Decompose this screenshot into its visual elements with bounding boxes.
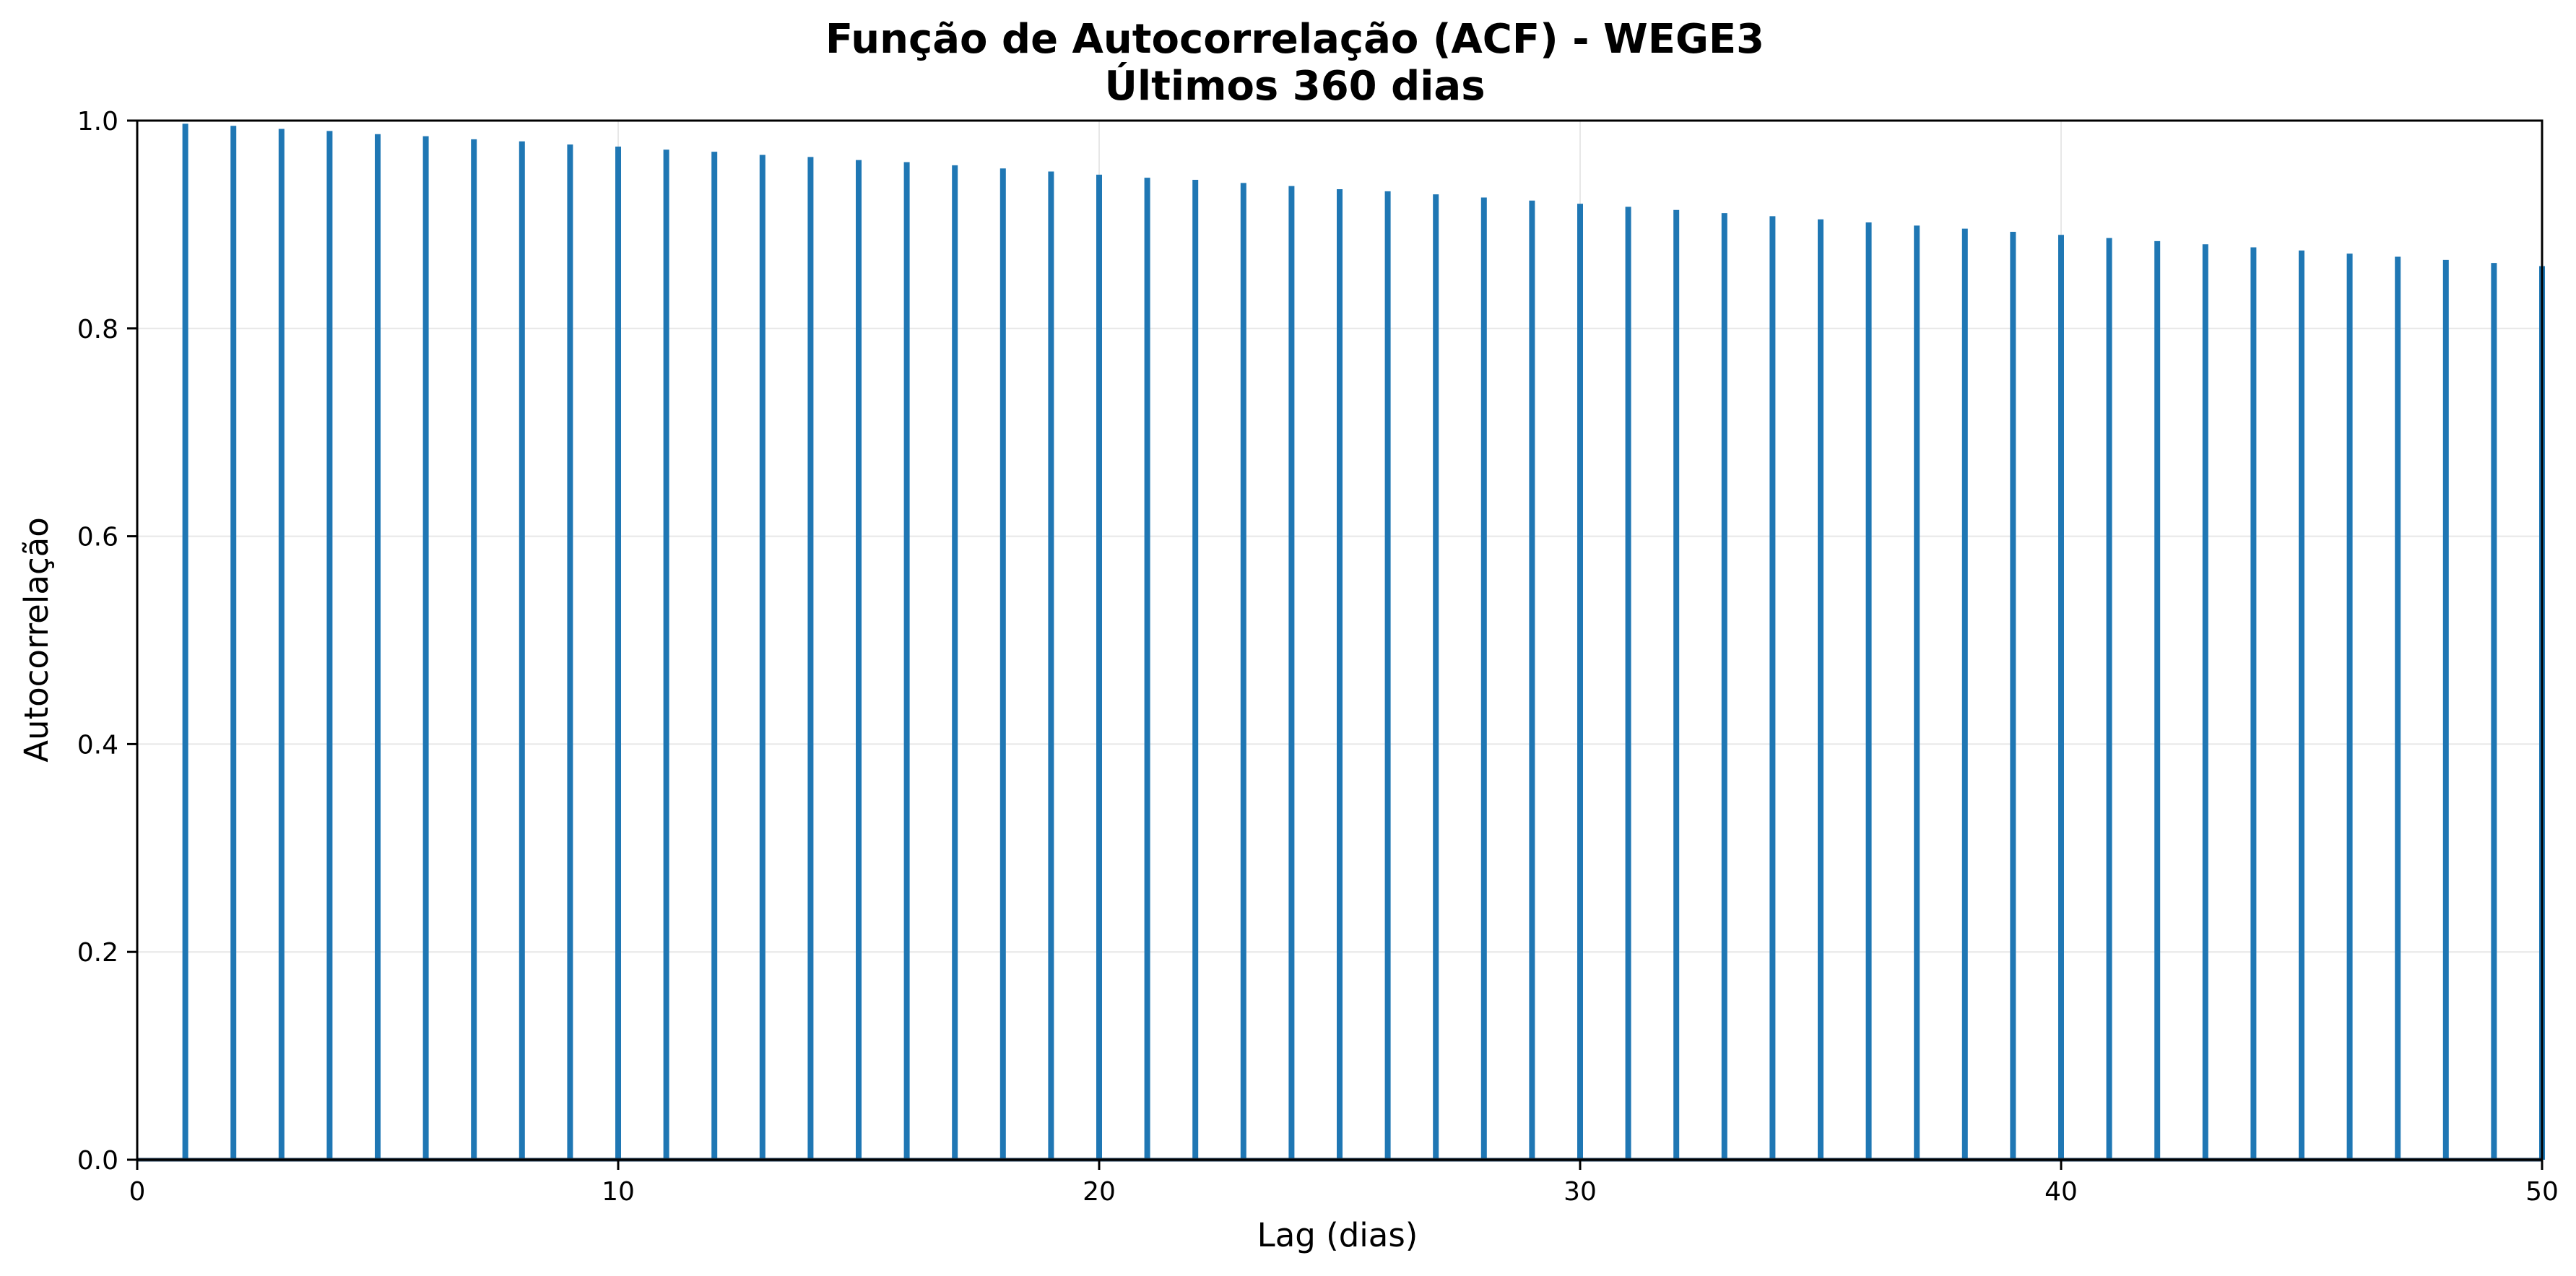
y-tick-label: 0.8 — [77, 315, 118, 344]
y-tick-label: 0.2 — [77, 938, 118, 968]
chart-title: Função de Autocorrelação (ACF) - WEGE3 — [825, 16, 1764, 63]
y-tick-label: 0.0 — [77, 1146, 118, 1176]
x-tick-label: 20 — [1083, 1177, 1116, 1207]
acf-bars — [182, 123, 2545, 1160]
y-tick-label: 0.4 — [77, 730, 118, 760]
x-tick-label: 0 — [129, 1177, 146, 1207]
y-tick-label: 1.0 — [77, 107, 118, 136]
y-tick-label: 0.6 — [77, 523, 118, 552]
y-axis-label: Autocorrelação — [17, 517, 56, 763]
chart-subtitle: Últimos 360 dias — [1104, 63, 1485, 110]
x-tick-label: 30 — [1564, 1177, 1597, 1207]
plot-frame — [136, 119, 2544, 1161]
x-tick-label: 10 — [602, 1177, 635, 1207]
axis-ticks: 0 10 20 30 40 50 0.0 0.2 0.4 0.6 0.8 1.0 — [77, 107, 2559, 1207]
x-tick-label: 40 — [2044, 1177, 2078, 1207]
x-tick-label: 50 — [2525, 1177, 2559, 1207]
x-axis-label: Lag (dias) — [1257, 1216, 1418, 1254]
